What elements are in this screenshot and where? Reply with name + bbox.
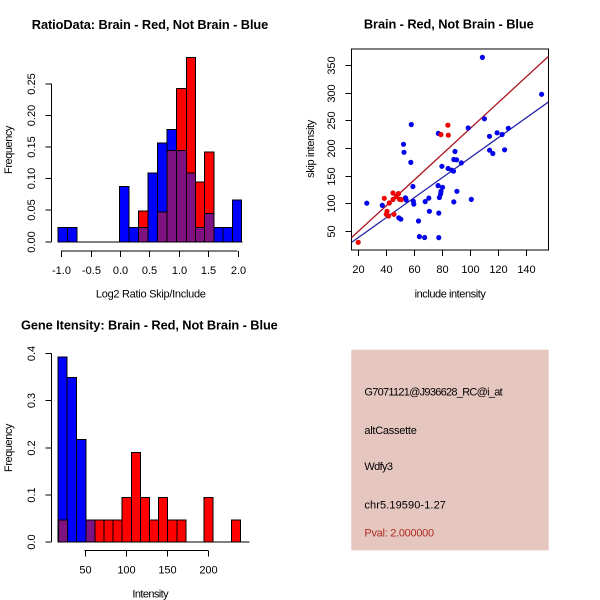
svg-text:skip intensity: skip intensity bbox=[305, 119, 317, 178]
svg-text:Pval: 2.000000: Pval: 2.000000 bbox=[364, 527, 434, 539]
svg-text:0.20: 0.20 bbox=[26, 105, 38, 126]
svg-text:150: 150 bbox=[158, 565, 176, 577]
svg-text:0.05: 0.05 bbox=[26, 199, 38, 220]
svg-text:G7071121@J936628_RC@i_at: G7071121@J936628_RC@i_at bbox=[364, 387, 502, 399]
svg-text:0.1: 0.1 bbox=[26, 487, 38, 502]
svg-text:250: 250 bbox=[326, 111, 338, 129]
svg-text:0.00: 0.00 bbox=[26, 231, 38, 252]
svg-text:120: 120 bbox=[489, 264, 507, 276]
svg-text:300: 300 bbox=[326, 84, 338, 102]
svg-text:Gene Itensity: Brain - Red, No: Gene Itensity: Brain - Red, Not Brain - … bbox=[21, 317, 278, 332]
svg-text:100: 100 bbox=[326, 194, 338, 212]
svg-text:Frequency: Frequency bbox=[3, 125, 15, 174]
svg-text:0.10: 0.10 bbox=[26, 168, 38, 189]
svg-text:60: 60 bbox=[408, 264, 420, 276]
svg-text:100: 100 bbox=[117, 565, 135, 577]
svg-text:Log2 Ratio Skip/Include: Log2 Ratio Skip/Include bbox=[96, 289, 206, 301]
svg-text:1.5: 1.5 bbox=[201, 265, 216, 277]
svg-text:0.0: 0.0 bbox=[26, 534, 38, 549]
svg-text:RatioData: Brain - Red, Not Br: RatioData: Brain - Red, Not Brain - Blue bbox=[32, 17, 268, 32]
svg-text:1.0: 1.0 bbox=[172, 265, 187, 277]
svg-text:20: 20 bbox=[352, 264, 364, 276]
svg-text:80: 80 bbox=[436, 264, 448, 276]
svg-text:150: 150 bbox=[326, 167, 338, 185]
svg-text:chr5.19590-1.27: chr5.19590-1.27 bbox=[364, 499, 446, 511]
svg-text:0.4: 0.4 bbox=[26, 346, 38, 361]
svg-text:40: 40 bbox=[380, 264, 392, 276]
svg-text:include intensity: include intensity bbox=[415, 289, 487, 301]
svg-text:0.25: 0.25 bbox=[26, 73, 38, 94]
svg-text:Brain - Red, Not Brain - Blue: Brain - Red, Not Brain - Blue bbox=[364, 17, 534, 32]
svg-text:Intensity: Intensity bbox=[132, 589, 169, 600]
svg-text:0.3: 0.3 bbox=[26, 393, 38, 408]
svg-text:2.0: 2.0 bbox=[231, 265, 246, 277]
svg-text:200: 200 bbox=[326, 139, 338, 157]
svg-text:0.0: 0.0 bbox=[113, 265, 128, 277]
svg-text:200: 200 bbox=[199, 565, 217, 577]
svg-text:altCassette: altCassette bbox=[364, 425, 416, 437]
svg-text:-1.0: -1.0 bbox=[52, 265, 71, 277]
svg-text:Wdfy3: Wdfy3 bbox=[364, 461, 392, 473]
svg-text:100: 100 bbox=[461, 264, 479, 276]
svg-text:140: 140 bbox=[517, 264, 535, 276]
svg-text:0.2: 0.2 bbox=[26, 440, 38, 455]
svg-text:0.5: 0.5 bbox=[142, 265, 157, 277]
svg-text:50: 50 bbox=[326, 225, 338, 237]
svg-text:Frequency: Frequency bbox=[3, 423, 15, 472]
svg-text:-0.5: -0.5 bbox=[82, 265, 101, 277]
svg-text:0.15: 0.15 bbox=[26, 136, 38, 157]
svg-text:350: 350 bbox=[326, 56, 338, 74]
svg-text:50: 50 bbox=[79, 565, 91, 577]
